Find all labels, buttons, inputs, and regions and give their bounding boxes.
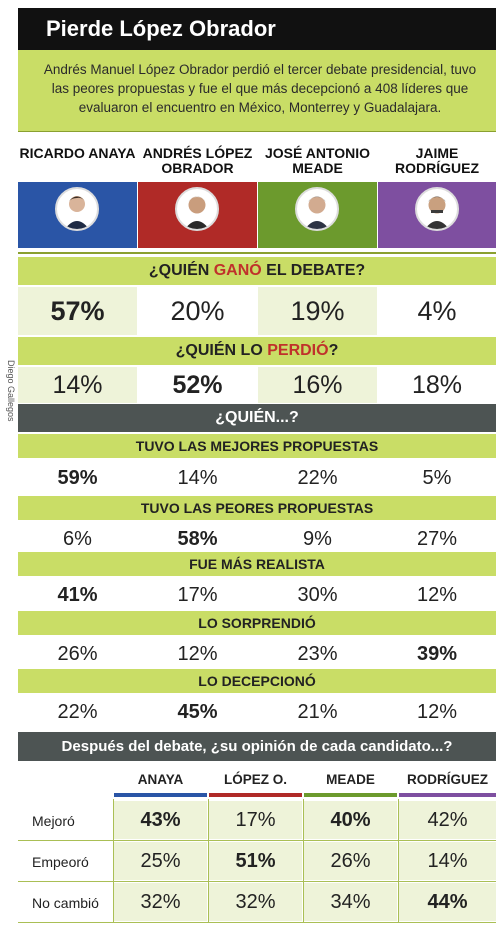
value-cell: 30%: [297, 584, 338, 606]
value-cell: 39%: [416, 643, 458, 665]
value-cell: 41%: [57, 584, 98, 606]
value-cell: 34%: [304, 883, 397, 921]
row-label: TUVO LAS MEJORES PROPUESTAS: [18, 434, 496, 458]
infographic: Diego Gallegos Pierde López Obrador Andr…: [6, 0, 496, 930]
value-cell: 22%: [57, 701, 98, 723]
value-cell: 19%: [258, 287, 377, 335]
value-cell: 59%: [57, 467, 98, 489]
value-cell: 26%: [57, 643, 98, 665]
value-cell: 14%: [177, 467, 218, 489]
candidate-photo: [415, 187, 459, 231]
question-text: ?: [328, 342, 339, 359]
question-lost: ¿QUIÉN LO PERDIÓ?: [18, 337, 496, 365]
candidate-rodriguez: JAIME RODRÍGUEZ: [378, 140, 496, 248]
row-disappointed: 22% 45% 21% 12%: [18, 694, 496, 730]
row-won: 57% 20% 19% 4%: [18, 287, 496, 335]
candidate-name: JAIME RODRÍGUEZ: [378, 140, 496, 182]
opinion-row-label: Mejoró: [32, 813, 75, 829]
value-cell: 58%: [177, 528, 218, 550]
row-label: LO DECEPCIONÓ: [18, 669, 496, 693]
column-label: MEADE: [326, 772, 375, 787]
title-bar: Pierde López Obrador: [18, 8, 496, 50]
value-cell: 43%: [114, 801, 207, 839]
value-cell: 17%: [209, 801, 302, 839]
column-color-bar: [399, 793, 496, 797]
candidate-meade: JOSÉ ANTONIO MEADE: [258, 140, 377, 248]
candidate-photo: [55, 187, 99, 231]
value-cell: 14%: [18, 367, 137, 403]
candidate-name: JOSÉ ANTONIO MEADE: [258, 140, 377, 182]
value-cell: 44%: [399, 883, 496, 921]
value-cell: 40%: [304, 801, 397, 839]
section-header: ¿QUIÉN...?: [18, 404, 496, 432]
intro-text: Andrés Manuel López Obrador perdió el te…: [43, 62, 477, 115]
value-cell: 32%: [114, 883, 207, 921]
value-cell: 21%: [297, 701, 338, 723]
candidate-photo: [175, 187, 219, 231]
candidate-photo: [295, 187, 339, 231]
row-surprised: 26% 12% 23% 39%: [18, 636, 496, 672]
value-cell: 52%: [172, 371, 223, 399]
candidate-lopez-obrador: ANDRÉS LÓPEZ OBRADOR: [138, 140, 257, 248]
value-cell: 5%: [422, 467, 452, 489]
candidate-name: ANDRÉS LÓPEZ OBRADOR: [138, 140, 257, 182]
question-text: ¿QUIÉN LO: [175, 342, 268, 359]
row-label: TUVO LAS PEORES PROPUESTAS: [18, 496, 496, 520]
opinion-column-header: LÓPEZ O.: [209, 763, 302, 797]
value-cell: 12%: [177, 643, 218, 665]
value-cell: 27%: [416, 528, 458, 550]
row-realistic: 41% 17% 30% 12%: [18, 577, 496, 613]
page-title: Pierde López Obrador: [46, 16, 276, 41]
value-cell: 45%: [177, 701, 218, 723]
opinion-table: ANAYA LÓPEZ O. MEADE RODRÍGUEZ Mejoró 43…: [18, 763, 496, 925]
question-text: ¿QUIÉN: [148, 262, 214, 279]
column-color-bar: [209, 793, 302, 797]
opinion-row-label: No cambió: [32, 895, 99, 911]
column-label: ANAYA: [137, 772, 184, 787]
column-color-bar: [114, 793, 207, 797]
column-label: LÓPEZ O.: [223, 772, 287, 787]
value-cell: 32%: [209, 883, 302, 921]
row-best-proposals: 59% 14% 22% 5%: [18, 459, 496, 496]
column-color-bar: [304, 793, 397, 797]
value-cell: 26%: [304, 842, 397, 880]
candidate-header: RICARDO ANAYA ANDRÉS LÓPEZ OBRADOR JOSÉ …: [18, 140, 496, 248]
question-text: EL DEBATE?: [261, 262, 366, 279]
row-lost: 14% 52% 16% 18%: [18, 367, 496, 403]
value-cell: 23%: [297, 643, 338, 665]
intro-box: Andrés Manuel López Obrador perdió el te…: [18, 50, 496, 132]
column-label: RODRÍGUEZ: [407, 772, 488, 787]
value-cell: 25%: [114, 842, 207, 880]
candidate-anaya: RICARDO ANAYA: [18, 140, 137, 248]
row-worst-proposals: 6% 58% 9% 27%: [18, 521, 496, 557]
row-label: FUE MÁS REALISTA: [18, 552, 496, 576]
photo-credit: Diego Gallegos: [6, 360, 18, 510]
question-won: ¿QUIÉN GANÓ EL DEBATE?: [18, 257, 496, 285]
value-cell: 20%: [170, 296, 225, 326]
opinion-column-header: RODRÍGUEZ: [399, 763, 496, 797]
value-cell: 14%: [399, 842, 496, 880]
opinion-row-label: Empeoró: [32, 854, 89, 870]
row-label: LO SORPRENDIÓ: [18, 611, 496, 635]
value-cell: 12%: [416, 584, 458, 606]
question-highlight: PERDIÓ: [267, 342, 329, 359]
value-cell: 12%: [416, 701, 458, 723]
value-cell: 16%: [258, 367, 377, 403]
divider: [18, 252, 496, 254]
value-cell: 6%: [63, 528, 92, 550]
value-cell: 9%: [303, 528, 332, 550]
value-cell: 18%: [411, 371, 463, 399]
opinion-column-header: MEADE: [304, 763, 397, 797]
opinion-column-header: ANAYA: [114, 763, 207, 797]
candidate-name: RICARDO ANAYA: [18, 140, 137, 182]
value-cell: 57%: [18, 287, 137, 335]
value-cell: 4%: [417, 296, 457, 326]
value-cell: 51%: [209, 842, 302, 880]
photo-credit-text: Diego Gallegos: [6, 360, 16, 422]
opinion-header: Después del debate, ¿su opinión de cada …: [18, 732, 496, 761]
value-cell: 22%: [297, 467, 338, 489]
question-highlight: GANÓ: [213, 262, 262, 279]
value-cell: 17%: [177, 584, 218, 606]
value-cell: 42%: [399, 801, 496, 839]
